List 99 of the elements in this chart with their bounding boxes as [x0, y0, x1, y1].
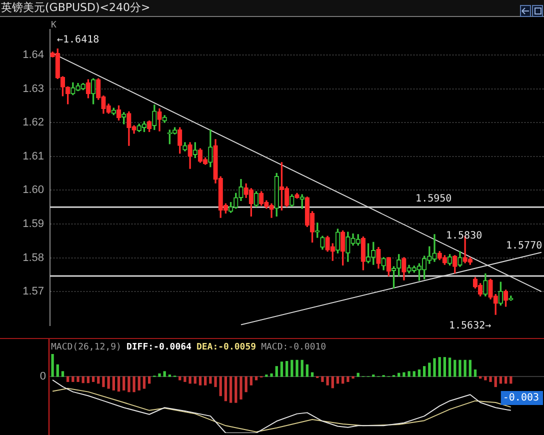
bar: [250, 376, 252, 386]
bar: [408, 371, 410, 377]
bar: [321, 376, 324, 382]
bar: [310, 372, 314, 377]
bar: [489, 376, 492, 382]
annotation: 1.5632→: [449, 320, 492, 332]
bar: [194, 376, 196, 384]
bar: [178, 376, 182, 380]
bar: [494, 376, 497, 388]
bar: [352, 376, 354, 379]
bar: [244, 376, 248, 392]
bar: [188, 376, 192, 384]
bar: [229, 376, 232, 403]
bar: [254, 376, 258, 380]
annotation: -0.003: [502, 392, 539, 404]
text: DIFF:-0.0064: [126, 342, 192, 352]
annotation: 1.5770: [506, 240, 542, 252]
annotation: K: [51, 20, 57, 30]
bar: [76, 376, 80, 382]
bar: [510, 376, 512, 384]
bar: [422, 366, 426, 377]
bar: [56, 364, 59, 377]
bar: [102, 376, 105, 388]
bar: [163, 371, 166, 377]
bar: [51, 354, 54, 377]
bar: [142, 376, 146, 389]
bar: [275, 366, 278, 377]
bar: [204, 376, 207, 386]
bar: [443, 357, 446, 377]
bar: [122, 376, 126, 390]
bar: [504, 376, 508, 384]
y-tick-label: 1.61: [22, 150, 44, 162]
bar: [138, 376, 140, 390]
bar: [219, 376, 222, 396]
bar: [240, 376, 242, 400]
bar: [428, 362, 431, 377]
bar: [479, 376, 482, 379]
y-tick-label: 1.60: [22, 184, 44, 196]
bar: [97, 376, 100, 384]
bar: [458, 360, 462, 377]
bar: [209, 376, 212, 384]
bar: [234, 376, 238, 403]
annotation: ←1.6418: [57, 34, 100, 46]
bar: [306, 364, 309, 377]
bar: [198, 376, 202, 386]
bar: [82, 376, 84, 384]
y-tick-label: 1.59: [22, 218, 44, 230]
bar: [454, 360, 456, 377]
bar: [224, 376, 228, 402]
text: DEA:-0.0059: [196, 342, 256, 352]
bar: [290, 360, 294, 377]
bar: [484, 376, 487, 380]
bar: [468, 360, 472, 377]
bar: [300, 360, 304, 377]
bar: [72, 376, 74, 382]
bar: [326, 376, 329, 386]
bar: [346, 376, 350, 382]
bar: [418, 369, 421, 377]
chart-title: 英镑美元(GBPUSD)<240分>: [1, 1, 150, 15]
bar: [86, 376, 90, 384]
y-tick-label: 1.62: [22, 116, 44, 129]
y-tick-label: 1.57: [22, 286, 44, 298]
bar: [412, 371, 416, 377]
bar: [402, 372, 406, 377]
y-tick-label: 1.58: [22, 252, 44, 264]
bar: [128, 376, 130, 392]
text: MACD(26,12,9): [51, 342, 122, 352]
bar: [438, 357, 441, 377]
ref-line-label: 1.5950: [416, 194, 452, 205]
bar: [285, 361, 288, 377]
text: 0: [40, 370, 46, 383]
bar: [214, 376, 217, 388]
bar: [448, 358, 452, 377]
annotation: 1.5830: [446, 230, 482, 242]
bar: [356, 372, 360, 377]
bar: [107, 376, 110, 389]
bar: [61, 371, 64, 377]
text: MACD:-0.0010: [261, 342, 326, 352]
y-tick-label: 1.63: [22, 82, 44, 95]
bar: [148, 376, 151, 384]
bar: [184, 376, 186, 382]
bar: [398, 372, 400, 377]
bar: [270, 373, 273, 377]
bar: [158, 373, 161, 377]
bar: [92, 376, 95, 382]
bar: [66, 376, 70, 382]
bar: [336, 376, 340, 384]
bar: [342, 376, 344, 384]
bar: [499, 376, 502, 384]
bar: [464, 360, 466, 377]
bar: [474, 369, 477, 377]
bar: [331, 376, 334, 388]
bar: [433, 358, 436, 377]
bar: [296, 360, 298, 377]
bar: [280, 362, 284, 377]
bar: [112, 376, 115, 390]
bar: [117, 376, 120, 392]
bar: [132, 376, 136, 392]
y-tick-label: 1.64: [22, 48, 44, 61]
